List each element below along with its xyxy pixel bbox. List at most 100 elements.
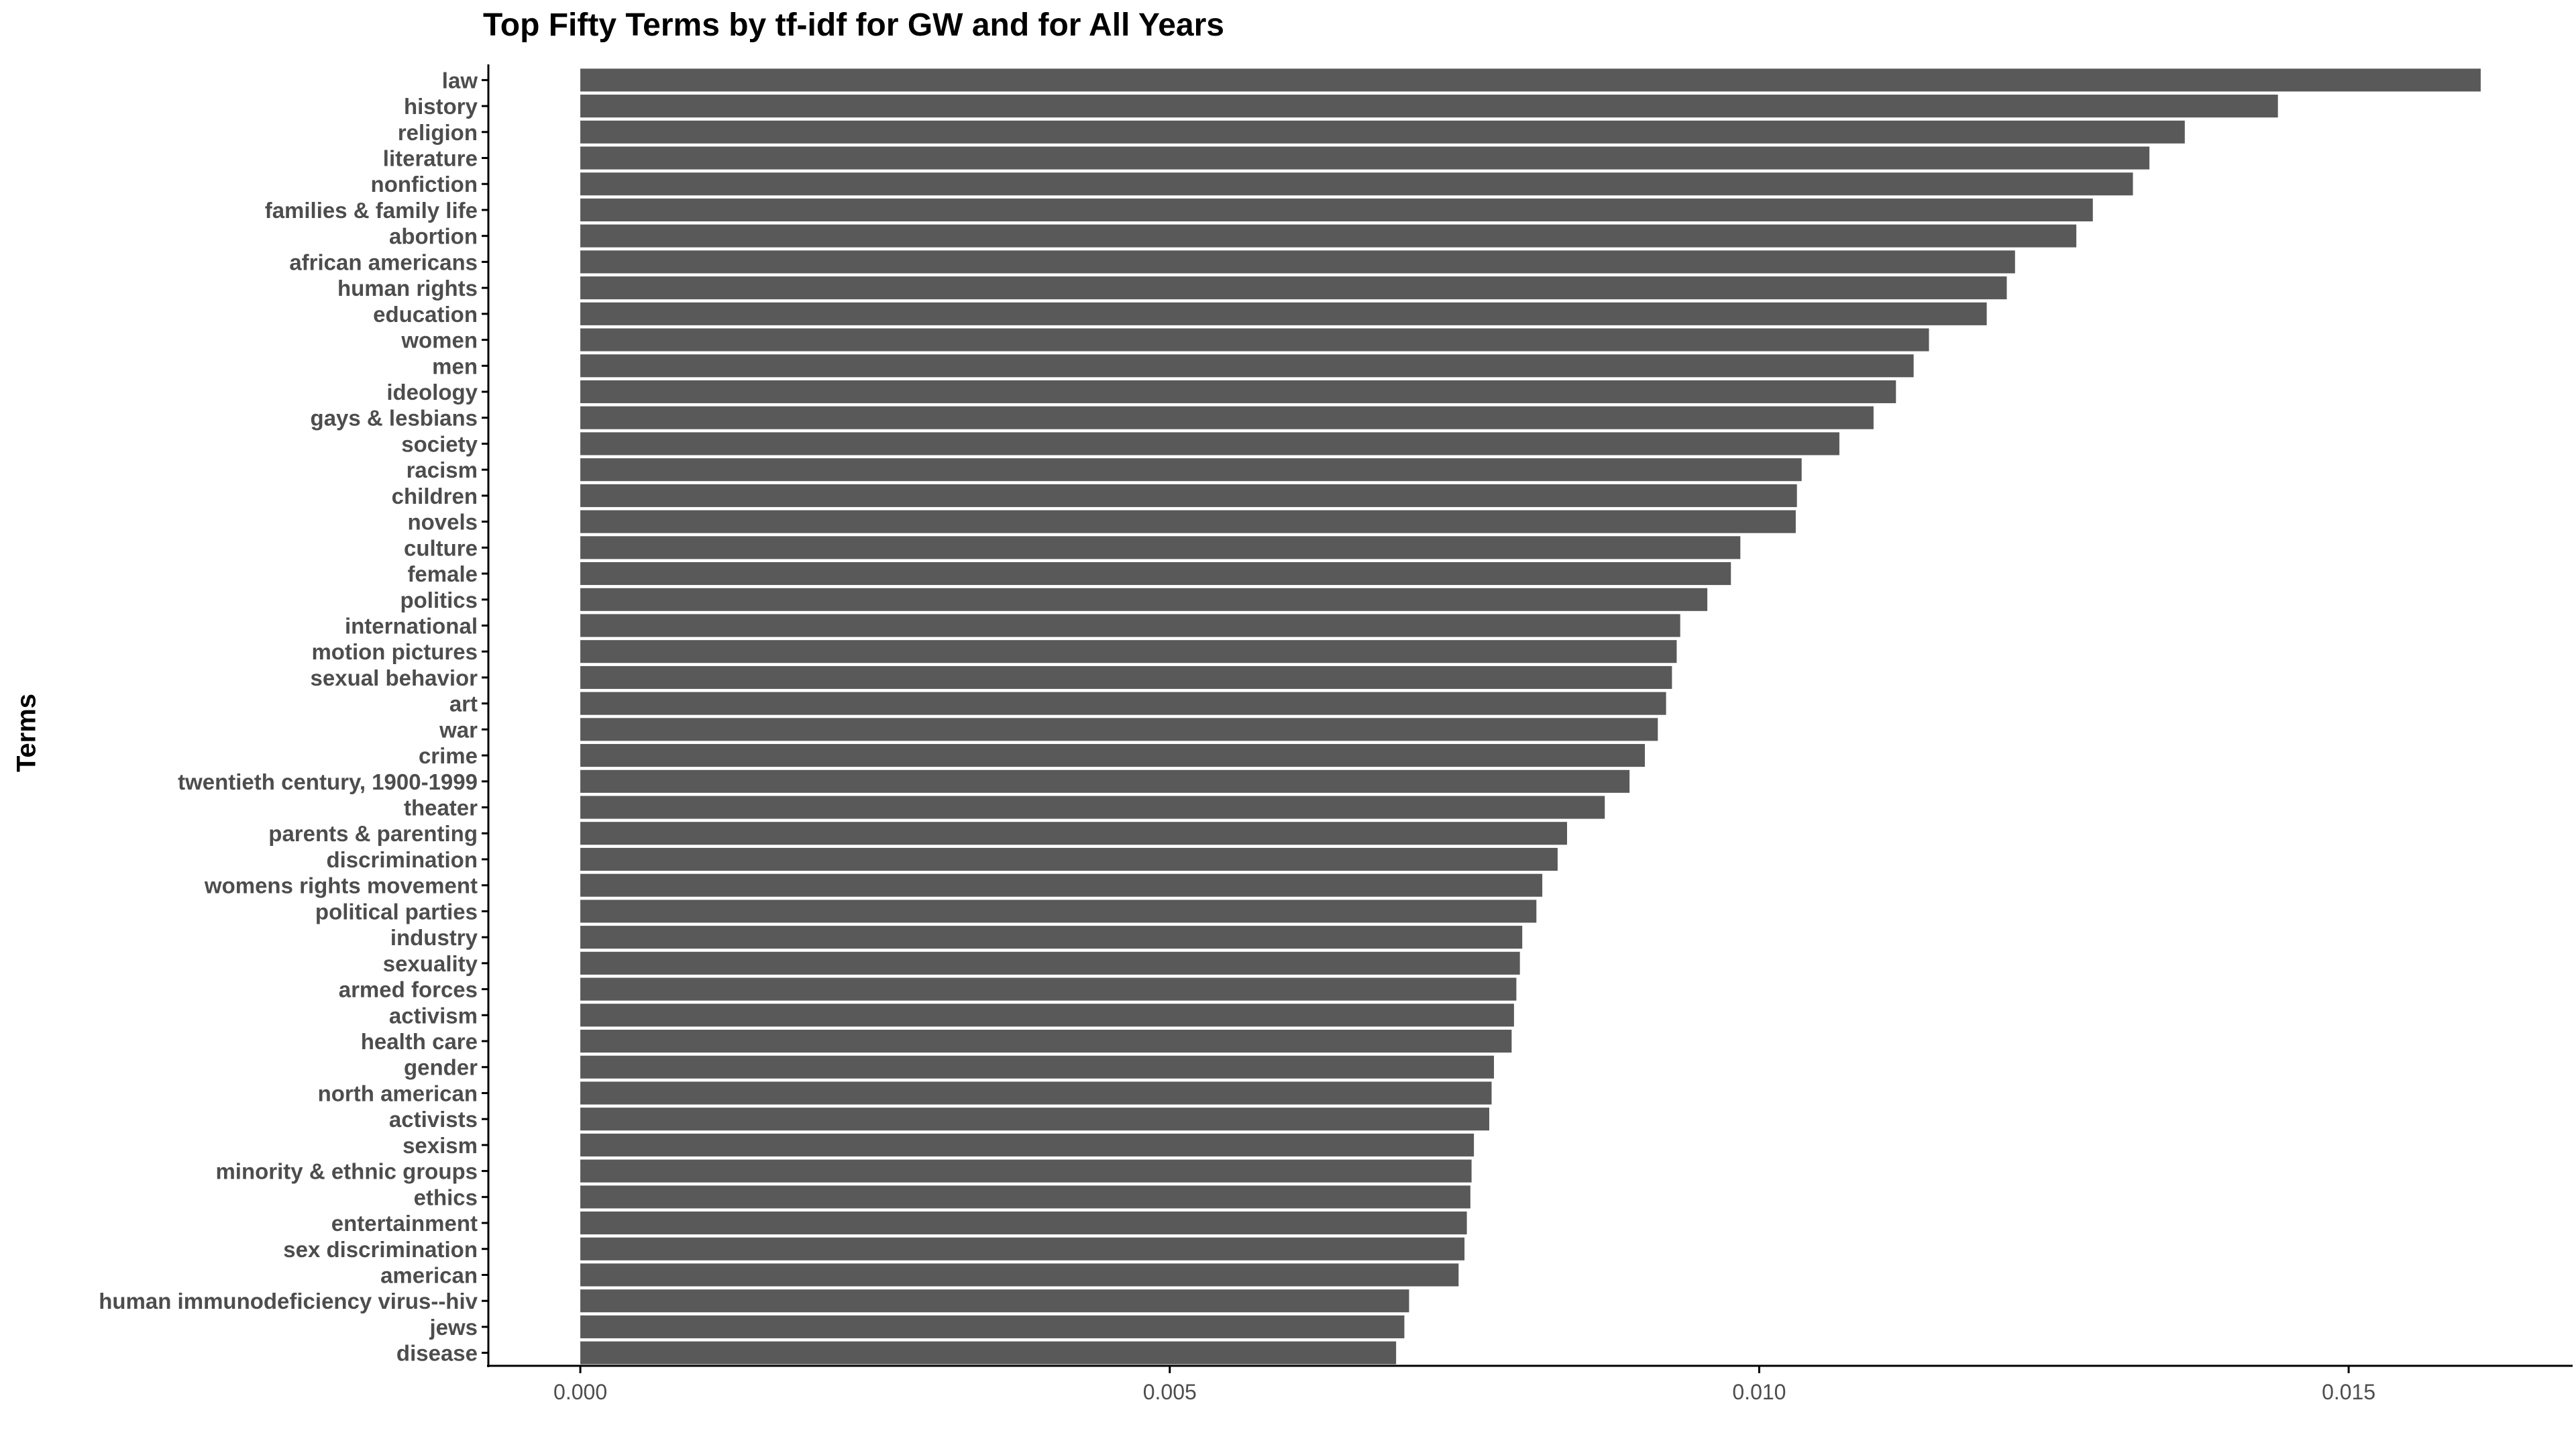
- y-tick-label: novels: [407, 510, 478, 535]
- bar: [580, 873, 1543, 897]
- bar: [580, 510, 1796, 533]
- y-tick-label: jews: [429, 1315, 478, 1340]
- x-tick-label: 0.005: [1143, 1380, 1197, 1404]
- y-tick-label: gays & lesbians: [311, 406, 478, 431]
- bar: [580, 354, 1914, 378]
- bar: [580, 822, 1567, 845]
- y-tick-label: ideology: [386, 380, 478, 405]
- y-tick-label: activists: [389, 1107, 478, 1132]
- bar: [580, 1081, 1492, 1105]
- y-tick-label: womens rights movement: [204, 873, 478, 898]
- y-tick-label: international: [345, 613, 478, 638]
- y-tick-label: politics: [400, 588, 478, 612]
- bar: [580, 1108, 1489, 1131]
- bar: [580, 198, 2093, 221]
- y-tick-label: industry: [390, 925, 478, 950]
- bar: [580, 692, 1666, 715]
- y-tick-label: minority & ethnic groups: [215, 1159, 478, 1184]
- bar: [580, 536, 1741, 559]
- bar: [580, 926, 1523, 949]
- y-tick-label: american: [380, 1263, 478, 1287]
- bar: [580, 640, 1677, 663]
- y-tick-label: human rights: [337, 276, 478, 301]
- y-tick-label: sex discrimination: [283, 1237, 478, 1262]
- y-tick-label: entertainment: [331, 1211, 478, 1236]
- x-tick-label: 0.010: [1732, 1380, 1786, 1404]
- y-tick-label: theater: [404, 796, 478, 820]
- y-tick-label: art: [449, 692, 478, 716]
- y-tick-label: ethics: [414, 1185, 478, 1210]
- y-tick-label: gender: [404, 1055, 478, 1080]
- bar: [580, 328, 1929, 352]
- bar: [580, 1055, 1495, 1079]
- bar: [580, 1341, 1397, 1364]
- y-tick-label: families & family life: [265, 198, 478, 223]
- bar: [580, 1315, 1405, 1338]
- y-tick-label: war: [439, 717, 478, 742]
- bar: [580, 1289, 1409, 1313]
- y-tick-label: armed forces: [339, 977, 478, 1002]
- y-tick-label: nonfiction: [371, 172, 478, 197]
- y-tick-label: religion: [398, 120, 478, 145]
- bar: [580, 977, 1517, 1001]
- bar: [580, 1029, 1512, 1053]
- bar: [580, 744, 1645, 767]
- bar: [580, 484, 1797, 507]
- y-tick-label: crime: [419, 743, 478, 768]
- y-tick-label: children: [392, 484, 478, 508]
- bar: [580, 614, 1680, 637]
- bar: [580, 1133, 1474, 1157]
- bar: [580, 562, 1731, 586]
- y-tick-label: sexism: [402, 1133, 478, 1158]
- bar: [580, 769, 1630, 793]
- chart-title: Top Fifty Terms by tf-idf for GW and for…: [483, 7, 1224, 43]
- y-tick-label: men: [432, 354, 478, 378]
- bar: [580, 276, 2007, 300]
- bar: [580, 68, 2481, 92]
- y-tick-label: twentieth century, 1900-1999: [178, 769, 478, 794]
- y-tick-label: motion pictures: [311, 639, 478, 664]
- x-tick-label: 0.015: [2322, 1380, 2375, 1404]
- bar: [580, 718, 1658, 741]
- y-tick-label: discrimination: [326, 847, 478, 872]
- bar: [580, 458, 1802, 482]
- bar: [580, 588, 1708, 611]
- bar: [580, 900, 1537, 923]
- bar: [580, 250, 2015, 274]
- y-tick-label: women: [400, 328, 478, 353]
- y-tick-label: human immunodeficiency virus--hiv: [99, 1289, 478, 1313]
- bar: [580, 796, 1605, 819]
- bar: [580, 1159, 1472, 1183]
- bar: [580, 1004, 1514, 1027]
- y-tick-label: sexual behavior: [311, 665, 478, 690]
- bar: [580, 951, 1520, 975]
- bar: [580, 120, 2185, 144]
- y-tick-label: parents & parenting: [268, 821, 478, 846]
- y-tick-label: racism: [407, 458, 478, 482]
- y-tick-label: female: [407, 561, 478, 586]
- y-tick-label: north american: [318, 1081, 478, 1106]
- y-tick-label: society: [401, 431, 478, 456]
- y-tick-label: health care: [361, 1029, 478, 1054]
- bar: [580, 1237, 1465, 1260]
- bar: [580, 302, 1987, 325]
- y-tick-label: literature: [383, 146, 478, 171]
- y-tick-label: culture: [404, 535, 478, 560]
- bar: [580, 1185, 1470, 1209]
- y-tick-label: activism: [389, 1003, 478, 1028]
- bar: [580, 1263, 1459, 1287]
- bar: [580, 95, 2278, 118]
- x-tick-label: 0.000: [553, 1380, 607, 1404]
- y-tick-label: history: [404, 94, 478, 119]
- bar: [580, 1212, 1467, 1235]
- bar: [580, 432, 1839, 455]
- bar: [580, 146, 2150, 170]
- y-tick-label: education: [373, 302, 478, 327]
- y-tick-label: political parties: [315, 899, 478, 924]
- y-tick-label: law: [442, 68, 478, 93]
- y-tick-label: african americans: [289, 250, 478, 274]
- bar: [580, 380, 1896, 404]
- y-tick-label: sexuality: [383, 951, 478, 976]
